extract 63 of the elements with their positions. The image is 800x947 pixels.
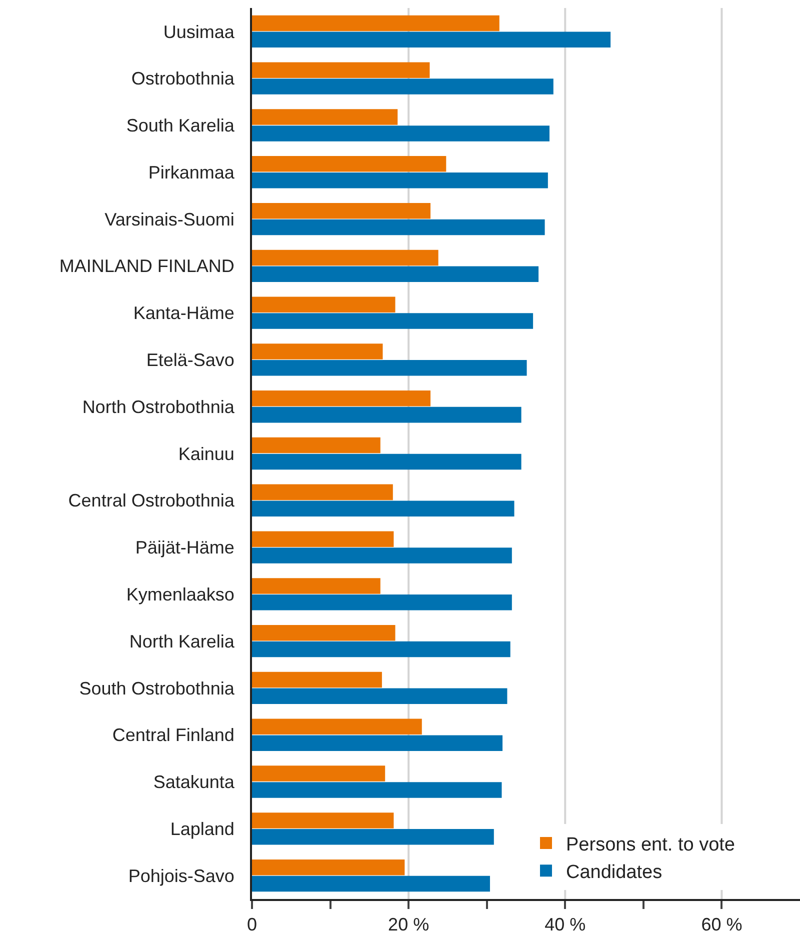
bar [252,266,539,282]
y-tick-label: North Ostrobothnia [82,396,236,417]
bar [252,202,430,219]
bar [252,62,430,78]
x-tick-label: 40 % [544,914,586,935]
bar [252,578,380,594]
bar [252,548,512,564]
x-tick-label: 20 % [388,914,430,935]
y-tick-label: Pirkanmaa [148,162,236,182]
bar [252,812,394,828]
bar [252,454,522,470]
y-tick-label: Varsinais-Suomi [104,209,234,230]
bar [252,531,394,547]
y-tick-label: Etelä-Savo [146,350,234,370]
legend-label: Candidates [566,862,662,884]
bar [252,828,494,845]
y-tick-label: Lapland [170,818,234,839]
bar [252,766,386,782]
bar [252,390,430,406]
y-tick-label: Central Finland [112,725,234,746]
bar [252,859,405,876]
bar [252,484,393,500]
bar [252,156,446,172]
y-tick-label: Ostrobothnia [131,68,236,89]
bar [252,344,383,360]
legend-label: Persons ent. to vote [566,834,735,856]
bar [252,406,522,423]
y-tick-label: Pohjois-Savo [128,866,234,886]
bar [252,15,500,32]
y-tick-label: Central Ostrobothnia [68,490,236,511]
bar [252,360,527,376]
y-tick-label: MAINLAND FINLAND [59,256,234,276]
y-tick-label: Päijät-Häme [135,538,234,558]
bar [252,688,508,704]
bar [252,32,611,48]
bar [252,641,510,658]
bar [252,250,438,266]
bar [252,500,514,516]
y-tick-label: Uusimaa [163,22,236,42]
x-tick-label: 0 [246,914,258,935]
bar [252,313,534,329]
bar [252,672,382,688]
bar [252,296,396,312]
y-tick-label: Satakunta [153,772,236,792]
bar [252,219,545,236]
bar [252,735,503,751]
x-tick-label: 60 % [701,914,742,935]
y-tick-label: South Ostrobothnia [79,678,236,698]
bar [252,109,398,125]
bar [252,782,502,798]
bar [252,126,550,142]
bar [252,876,490,892]
bar [252,437,380,454]
bar [252,78,554,94]
y-tick-label: Kainuu [178,444,234,464]
bar [252,718,422,735]
bar [252,594,512,610]
y-tick-label: South Karelia [126,116,236,136]
y-tick-label: North Karelia [129,631,236,652]
bar [252,172,548,188]
y-tick-label: Kanta-Häme [133,303,234,324]
y-tick-label: Kymenlaakso [126,584,234,604]
bar [252,624,396,641]
